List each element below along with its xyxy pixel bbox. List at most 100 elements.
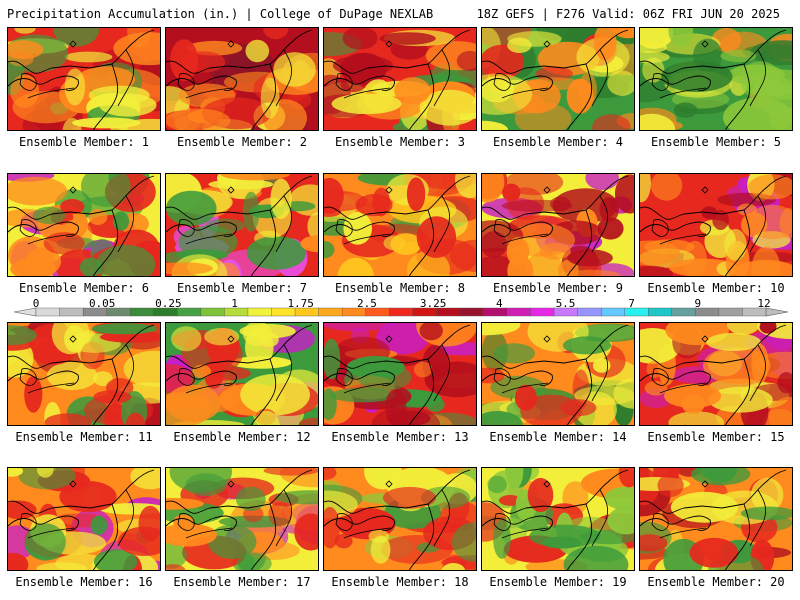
island-marker xyxy=(69,335,77,343)
precip-blob xyxy=(342,28,378,50)
precip-blob xyxy=(592,358,611,373)
precip-blob xyxy=(130,468,160,490)
lake-outline xyxy=(651,368,669,386)
precip-blob xyxy=(204,328,240,346)
precip-blob xyxy=(192,364,211,379)
precip-blob xyxy=(505,468,524,490)
precip-blob xyxy=(487,475,507,494)
lake-outline xyxy=(27,87,75,99)
precip-blob xyxy=(18,468,76,490)
coastline xyxy=(117,489,134,547)
ensemble-member-label: Ensemble Member: 9 xyxy=(492,281,624,295)
border-line xyxy=(166,500,271,514)
precip-field xyxy=(166,323,318,425)
precip-blob xyxy=(43,232,85,255)
precip-blob xyxy=(343,212,372,245)
precip-blob xyxy=(527,77,582,91)
border-line xyxy=(8,60,113,74)
precip-blob xyxy=(324,506,340,549)
precip-blob xyxy=(260,77,280,119)
precip-blob xyxy=(421,486,471,509)
border-line xyxy=(743,324,787,360)
precip-blob xyxy=(724,229,747,261)
precip-blob xyxy=(8,468,24,477)
precip-blob xyxy=(642,57,665,83)
precip-blob xyxy=(482,73,533,115)
lake-outline xyxy=(177,368,195,386)
lake-outline xyxy=(343,87,391,99)
lake-outline xyxy=(651,513,669,531)
precip-blob xyxy=(263,468,318,476)
coastline xyxy=(591,344,608,402)
colorbar-swatch xyxy=(35,307,61,317)
lake-outline xyxy=(177,219,195,237)
border-line xyxy=(482,206,587,220)
colorbar-swatch xyxy=(742,307,767,317)
ensemble-member-map xyxy=(323,322,477,426)
lake-outline xyxy=(19,219,37,237)
precip-blob xyxy=(72,117,141,129)
precip-blob xyxy=(324,241,335,259)
great-lakes-outline xyxy=(166,221,237,237)
ensemble-member-label: Ensemble Member: 12 xyxy=(173,430,311,444)
precip-blob xyxy=(372,187,390,217)
lake-outline xyxy=(19,513,37,531)
ensemble-member-map xyxy=(7,27,161,131)
coastline xyxy=(749,195,766,253)
coastline xyxy=(724,503,751,570)
colorbar-tick-label: 1.75 xyxy=(287,297,314,310)
map-title: Precipitation Accumulation (in.) | Colle… xyxy=(7,7,434,21)
precip-blob xyxy=(670,491,739,523)
border-line xyxy=(324,206,429,220)
ensemble-member-label: Ensemble Member: 19 xyxy=(489,575,627,589)
precip-blob xyxy=(614,174,634,214)
precip-blob xyxy=(456,50,476,72)
precip-blob xyxy=(737,203,757,216)
precip-blob xyxy=(93,371,113,387)
ensemble-member-map xyxy=(7,322,161,426)
great-lakes-outline xyxy=(8,75,79,91)
great-lakes-outline xyxy=(482,370,553,386)
precip-blob xyxy=(482,411,524,425)
precip-blob xyxy=(235,486,266,512)
precip-blob xyxy=(166,523,217,547)
ensemble-member-map xyxy=(7,467,161,571)
coastline xyxy=(749,49,766,107)
ensemble-member-label: Ensemble Member: 18 xyxy=(331,575,469,589)
precip-blob xyxy=(64,68,86,106)
colorbar-swatch xyxy=(247,307,272,317)
precip-blob xyxy=(769,107,792,130)
precip-blob xyxy=(166,262,213,275)
colorbar-tick-label: 3.25 xyxy=(419,297,447,310)
colorbar-tick-label: 4 xyxy=(495,297,503,310)
island-marker xyxy=(385,335,393,343)
lake-outline xyxy=(659,527,707,539)
lake-outline xyxy=(185,382,233,394)
precip-blob xyxy=(64,51,113,63)
precip-blob xyxy=(768,396,792,425)
island-marker xyxy=(227,40,235,48)
precip-blob xyxy=(406,177,426,212)
colorbar-swatch xyxy=(365,307,390,317)
precip-blob xyxy=(100,331,160,343)
coastline xyxy=(433,195,450,253)
coastline xyxy=(275,489,292,547)
colorbar-swatch xyxy=(718,307,743,317)
coastline xyxy=(117,344,134,402)
precip-blob xyxy=(64,325,86,353)
precip-blob xyxy=(246,236,307,270)
coastline xyxy=(433,489,450,547)
ensemble-member-map xyxy=(323,27,477,131)
precip-field xyxy=(324,28,476,130)
precip-blob xyxy=(364,468,402,490)
island-marker xyxy=(385,186,393,194)
precip-blob xyxy=(37,468,54,478)
border-line xyxy=(585,175,629,211)
precip-blob xyxy=(604,486,634,511)
great-lakes-outline xyxy=(640,370,711,386)
precip-blob xyxy=(748,204,792,240)
precip-blob xyxy=(263,28,289,40)
colorbar-swatch xyxy=(412,307,437,317)
coastline xyxy=(408,209,435,276)
ensemble-member-label: Ensemble Member: 8 xyxy=(334,281,466,295)
